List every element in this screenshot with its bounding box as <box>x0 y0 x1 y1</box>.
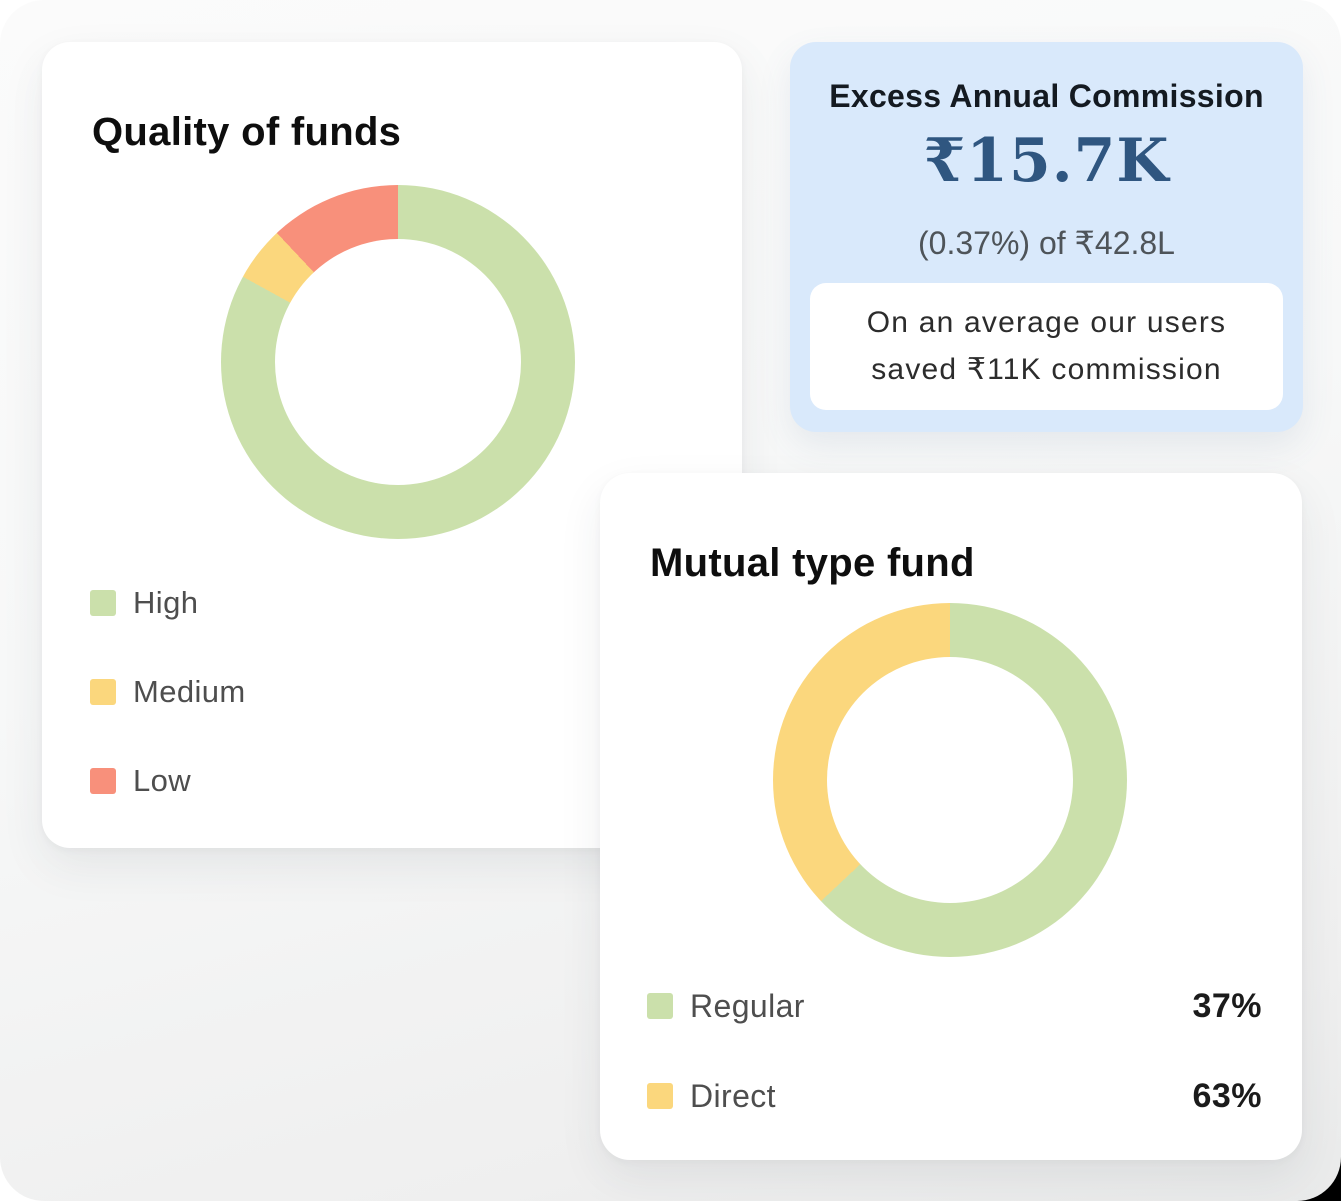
quality-of-funds-card: Quality of funds High Medium Low <box>42 42 742 848</box>
note-line-1: On an average our users <box>866 306 1227 339</box>
quality-legend: High Medium Low <box>90 585 246 798</box>
mutual-card-title: Mutual type fund <box>650 541 975 585</box>
legend-row-regular: Regular 37% <box>647 986 1262 1025</box>
quality-card-title: Quality of funds <box>92 110 402 154</box>
direct-legend-value: 63% <box>1192 1076 1262 1115</box>
legend-row-direct: Direct 63% <box>647 1076 1262 1115</box>
medium-legend-swatch <box>90 679 116 705</box>
medium-legend-label: Medium <box>133 674 246 709</box>
legend-row-low: Low <box>90 763 246 798</box>
regular-legend-label: Regular <box>690 987 805 1024</box>
mutual-type-fund-card: Mutual type fund Regular 37% Direct 63% <box>600 473 1302 1160</box>
low-legend-label: Low <box>133 763 192 798</box>
legend-row-high: High <box>90 585 246 620</box>
commission-amount: ₹15.7K <box>923 126 1170 196</box>
note-line-2: saved ₹11K commission <box>871 353 1222 386</box>
direct-legend-label: Direct <box>690 1077 776 1114</box>
excess-commission-card: Excess Annual Commission ₹15.7K (0.37%) … <box>790 42 1303 432</box>
legend-row-medium: Medium <box>90 674 246 709</box>
regular-legend-swatch <box>647 993 673 1019</box>
quality-donut-chart <box>221 185 575 539</box>
direct-legend-swatch <box>647 1083 673 1109</box>
high-legend-label: High <box>133 585 199 620</box>
commission-note-box: On an average our users saved ₹11K commi… <box>810 283 1283 410</box>
low-legend-swatch <box>90 768 116 794</box>
mutual-donut-chart <box>773 603 1127 957</box>
commission-card-title: Excess Annual Commission <box>829 78 1264 114</box>
high-legend-swatch <box>90 590 116 616</box>
regular-legend-value: 37% <box>1192 986 1262 1025</box>
commission-subtitle: (0.37%) of ₹42.8L <box>918 225 1175 261</box>
mutual-legend: Regular 37% Direct 63% <box>647 986 1262 1115</box>
